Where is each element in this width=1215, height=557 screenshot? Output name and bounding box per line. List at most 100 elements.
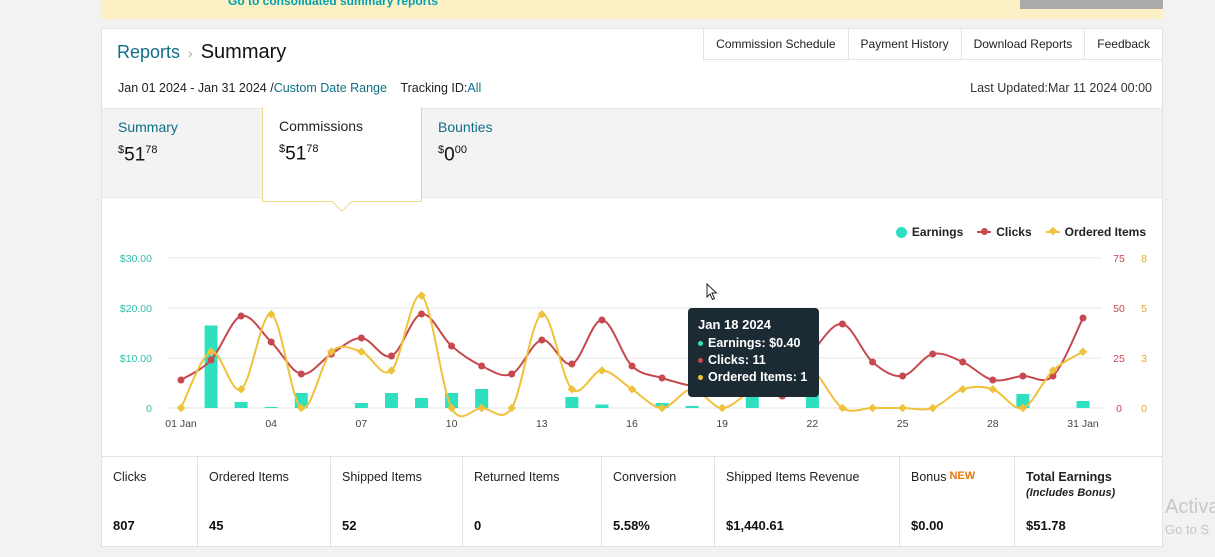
stat-conversion: Conversion 5.58% bbox=[602, 457, 715, 547]
clicks-point bbox=[838, 320, 846, 328]
earnings-chart[interactable]: 0 0 0 $10.00 25 3 $20.00 50 5 $30.00 75 8 01 Jan 04 07… bbox=[102, 243, 1162, 453]
ordered-items-point bbox=[1018, 403, 1028, 413]
x-tick-label: 28 bbox=[987, 418, 999, 430]
earnings-bar bbox=[234, 402, 248, 408]
legend-ordered-items[interactable]: Ordered Items bbox=[1045, 225, 1146, 239]
ordered-items-point bbox=[477, 403, 486, 413]
tracking-id-link[interactable]: All bbox=[467, 81, 482, 95]
clicks-point bbox=[1049, 372, 1057, 380]
earnings-bar bbox=[685, 406, 699, 408]
legend-earnings[interactable]: Earnings bbox=[895, 225, 963, 239]
clicks-point bbox=[568, 360, 576, 368]
stat-returned-items: Returned Items 0 bbox=[463, 457, 602, 547]
breadcrumb-separator: › bbox=[188, 44, 193, 61]
clicks-point bbox=[869, 358, 877, 366]
ordered-items-point bbox=[206, 347, 216, 356]
earnings-bar bbox=[565, 397, 579, 408]
ordered-items-point bbox=[417, 291, 426, 300]
tab-commissions[interactable]: Commissions $5178 bbox=[262, 107, 422, 212]
ordered-items-point bbox=[657, 403, 667, 413]
summary-card: Reports › Summary Commission Schedule Pa… bbox=[101, 28, 1163, 547]
y-right-clicks-tick-label: 25 bbox=[1113, 353, 1125, 365]
page-title: Summary bbox=[200, 41, 287, 63]
x-tick-label: 07 bbox=[356, 418, 368, 430]
download-reports-link[interactable]: Download Reports bbox=[960, 29, 1085, 59]
tooltip-earnings-dot bbox=[698, 340, 703, 346]
y-right-clicks-tick-label: 75 bbox=[1113, 253, 1125, 265]
stat-shipped-label: Shipped Items bbox=[342, 470, 422, 484]
stat-clicks: Clicks 807 bbox=[102, 457, 198, 547]
top-banner: Go to consolidated summary reports bbox=[101, 0, 1163, 19]
stats-row: Clicks 807 Ordered Items 45 Shipped Item… bbox=[102, 456, 1162, 547]
y-right-ordered-tick-label: 3 bbox=[1141, 353, 1147, 365]
stat-conversion-label: Conversion bbox=[613, 470, 677, 484]
ordered-items-point bbox=[597, 366, 607, 375]
tab-summary[interactable]: Summary $5178 bbox=[118, 119, 178, 166]
ordered-items-point bbox=[236, 385, 246, 394]
x-tick-label: 25 bbox=[897, 418, 909, 430]
earnings-bar bbox=[415, 398, 429, 408]
tab-bounties[interactable]: Bounties $000 bbox=[438, 119, 492, 166]
breadcrumb: Reports › Summary bbox=[117, 41, 286, 64]
feedback-link[interactable]: Feedback bbox=[1084, 29, 1162, 59]
tooltip-ordered: Ordered Items: 1 bbox=[708, 370, 808, 384]
tab-summary-amount: $5178 bbox=[118, 144, 158, 166]
breadcrumb-reports-link[interactable]: Reports bbox=[117, 42, 181, 62]
tab-bounties-label: Bounties bbox=[438, 119, 493, 135]
ordered-items-point bbox=[1078, 347, 1088, 356]
clicks-point bbox=[598, 316, 606, 324]
last-updated: Last Updated:Mar 11 2024 00:00 bbox=[970, 81, 1152, 95]
tracking-label: Tracking ID: bbox=[400, 81, 468, 95]
legend-clicks[interactable]: Clicks bbox=[977, 225, 1032, 239]
tab-commissions-label: Commissions bbox=[279, 118, 364, 134]
clicks-point bbox=[357, 334, 365, 342]
stat-ordered-label: Ordered Items bbox=[209, 470, 289, 484]
stat-revenue-label: Shipped Items Revenue bbox=[726, 470, 860, 484]
tooltip-clicks: Clicks: 11 bbox=[708, 353, 766, 367]
chart-legend: Earnings Clicks Ordered Items bbox=[895, 225, 1146, 239]
date-range: Jan 01 2024 - Jan 31 2024 bbox=[118, 81, 267, 95]
ordered-items-point bbox=[1048, 366, 1058, 375]
summary-tabs: Summary $5178 Bounties $000 bbox=[102, 108, 1162, 198]
top-right-control[interactable] bbox=[1020, 0, 1163, 9]
y-left-tick-label: $30.00 bbox=[120, 253, 152, 265]
date-slash: / bbox=[270, 81, 274, 95]
tab-bounties-amount: $000 bbox=[438, 144, 467, 166]
ordered-items-point bbox=[988, 385, 998, 394]
x-tick-label: 01 Jan bbox=[165, 418, 197, 430]
clicks-point bbox=[508, 370, 516, 378]
stat-bonus: Bonus NEW $0.00 bbox=[900, 457, 1015, 547]
clicks-point bbox=[177, 376, 185, 384]
clicks-point bbox=[929, 350, 937, 358]
ordered-items-point bbox=[176, 403, 186, 413]
earnings-bar bbox=[204, 325, 218, 408]
watermark-line2: Go to S bbox=[1165, 522, 1210, 537]
clicks-point bbox=[1079, 314, 1087, 322]
legend-clicks-label: Clicks bbox=[996, 225, 1032, 239]
consolidated-reports-link[interactable]: Go to consolidated summary reports bbox=[228, 0, 439, 8]
x-tick-label: 10 bbox=[446, 418, 458, 430]
x-tick-label: 31 Jan bbox=[1067, 418, 1099, 430]
clicks-point bbox=[658, 374, 666, 382]
mouse-pointer-icon bbox=[706, 283, 718, 301]
stat-returned-label: Returned Items bbox=[474, 470, 560, 484]
payment-history-link[interactable]: Payment History bbox=[847, 29, 961, 59]
y-right-clicks-tick-label: 0 bbox=[1116, 403, 1122, 415]
x-tick-label: 22 bbox=[807, 418, 819, 430]
stat-conversion-value: 5.58% bbox=[613, 518, 650, 533]
clicks-point bbox=[207, 356, 215, 364]
clicks-point bbox=[628, 362, 636, 370]
stat-clicks-label: Clicks bbox=[113, 470, 147, 484]
clicks-point bbox=[989, 376, 997, 384]
ordered-items-point bbox=[958, 385, 967, 394]
legend-ordered-label: Ordered Items bbox=[1064, 225, 1146, 239]
chart-tooltip: Jan 18 2024 Earnings: $0.40 Clicks: 11 O… bbox=[688, 308, 819, 397]
y-right-ordered-tick-label: 0 bbox=[1141, 403, 1147, 415]
stat-bonus-label: Bonus NEW bbox=[911, 470, 976, 484]
ordered-items-point bbox=[447, 403, 456, 413]
ordered-items-point bbox=[868, 403, 877, 413]
custom-date-range-link[interactable]: Custom Date Range bbox=[273, 81, 387, 95]
commission-schedule-link[interactable]: Commission Schedule bbox=[703, 29, 847, 59]
stat-revenue-value: $1,440.61 bbox=[726, 518, 784, 533]
stat-shipped-revenue: Shipped Items Revenue $1,440.61 bbox=[715, 457, 900, 547]
